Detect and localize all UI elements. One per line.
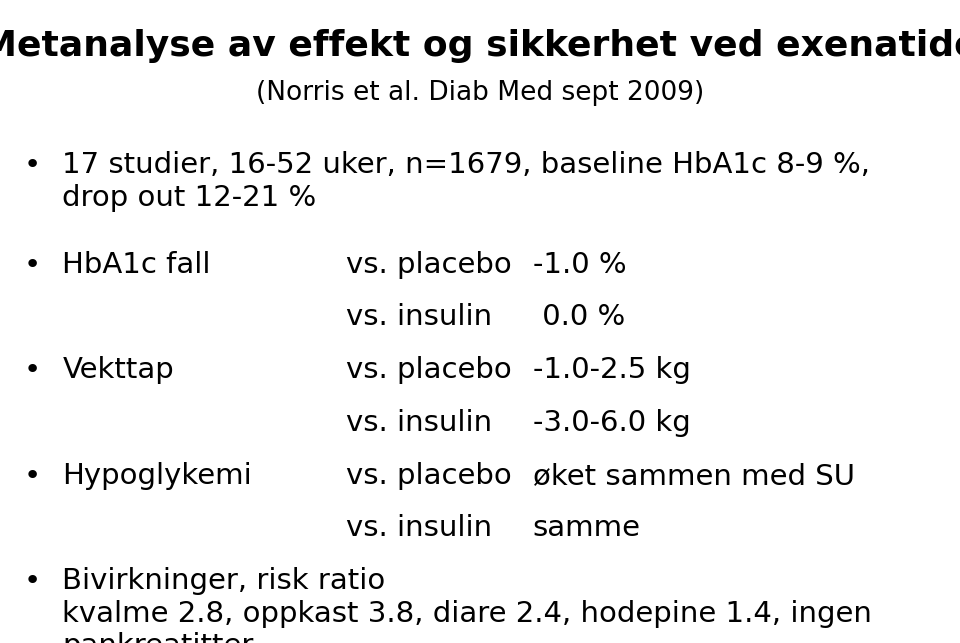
Text: vs. placebo: vs. placebo [346, 462, 512, 490]
Text: 17 studier, 16-52 uker, n=1679, baseline HbA1c 8-9 %,
drop out 12-21 %: 17 studier, 16-52 uker, n=1679, baseline… [62, 151, 871, 212]
Text: Metanalyse av effekt og sikkerhet ved exenatide: Metanalyse av effekt og sikkerhet ved ex… [0, 29, 960, 63]
Text: •: • [24, 567, 41, 595]
Text: vs. placebo: vs. placebo [346, 251, 512, 279]
Text: •: • [24, 251, 41, 279]
Text: Bivirkninger, risk ratio
kvalme 2.8, oppkast 3.8, diare 2.4, hodepine 1.4, ingen: Bivirkninger, risk ratio kvalme 2.8, opp… [62, 567, 873, 643]
Text: Hypoglykemi: Hypoglykemi [62, 462, 252, 490]
Text: vs. insulin: vs. insulin [346, 409, 492, 437]
Text: vs. insulin: vs. insulin [346, 514, 492, 543]
Text: -3.0-6.0 kg: -3.0-6.0 kg [533, 409, 690, 437]
Text: HbA1c fall: HbA1c fall [62, 251, 211, 279]
Text: øket sammen med SU: øket sammen med SU [533, 462, 854, 490]
Text: •: • [24, 462, 41, 490]
Text: vs. placebo: vs. placebo [346, 356, 512, 385]
Text: samme: samme [533, 514, 641, 543]
Text: (Norris et al. Diab Med sept 2009): (Norris et al. Diab Med sept 2009) [256, 80, 704, 106]
Text: vs. insulin: vs. insulin [346, 303, 492, 332]
Text: •: • [24, 151, 41, 179]
Text: Vekttap: Vekttap [62, 356, 174, 385]
Text: -1.0 %: -1.0 % [533, 251, 627, 279]
Text: •: • [24, 356, 41, 385]
Text: 0.0 %: 0.0 % [533, 303, 625, 332]
Text: -1.0-2.5 kg: -1.0-2.5 kg [533, 356, 690, 385]
